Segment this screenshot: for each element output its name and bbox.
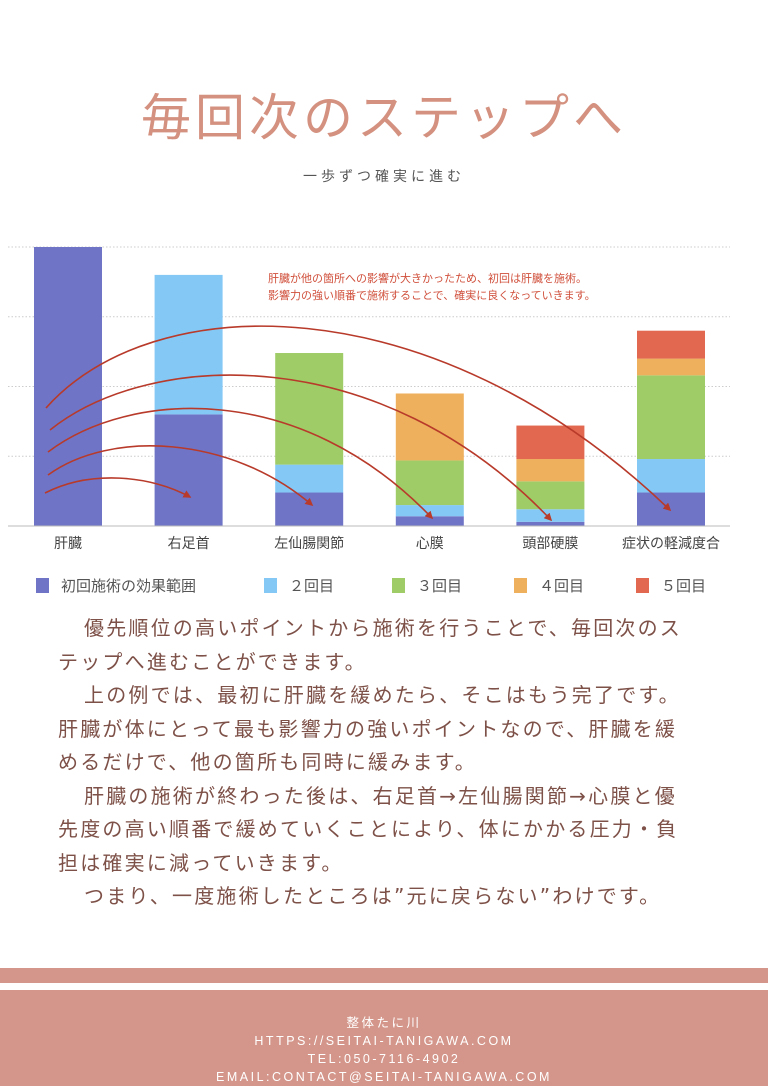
bar-segment-4 — [516, 459, 585, 482]
legend-swatch — [392, 578, 405, 593]
x-tick-label: 心膜 — [416, 535, 444, 551]
x-tick-label: 症状の軽減度合 — [622, 535, 720, 551]
bar-segment-1 — [154, 414, 223, 526]
text-line: 先度の高い順番で緩めていくことにより、体にかかる圧力・負 — [58, 817, 679, 841]
legend-label: ４回目 — [539, 578, 585, 595]
legend-label: 初回施術の効果範囲 — [61, 578, 197, 595]
bar-segment-1 — [516, 521, 585, 526]
bar-segment-3 — [516, 481, 585, 510]
arrow-to-pericardium — [47, 407, 434, 520]
explanation-text: 優先順位の高いポイントから施術を行うことで、毎回次のス テップへ進むことができま… — [58, 612, 718, 914]
arrow-to-dura — [49, 374, 553, 522]
clinic-name: 整体たに川 — [346, 1016, 422, 1030]
website-link[interactable]: HTTPS://SEITAI-TANIGAWA.COM — [254, 1034, 514, 1048]
text-line: 優先順位の高いポイントから施術を行うことで、毎回次のス — [84, 616, 682, 640]
legend-item-2nd: ２回目 — [264, 575, 334, 596]
legend-item-4th: ４回目 — [514, 575, 584, 596]
stacked-bar-chart: 肝臓 右足首 左仙腸関節 心膜 頭部硬膜 症状の軽減度合 肝臓が他の箇所への影響が大きかっ… — [8, 246, 730, 551]
bar-segment-1 — [637, 492, 705, 526]
footer-stripe — [0, 968, 768, 983]
bar-segment-2 — [154, 274, 223, 415]
email-link[interactable]: EMAIL:CONTACT@SEITAI-TANIGAWA.COM — [216, 1070, 552, 1084]
bar-segment-2 — [637, 459, 705, 493]
bar-segment-1 — [275, 492, 344, 526]
annotation-line-2: 影響力の強い順番で施術することで、確実に良くなっていきます。 — [268, 288, 596, 302]
x-tick-label: 左仙腸関節 — [274, 535, 344, 551]
footer: 整体たに川 HTTPS://SEITAI-TANIGAWA.COM TEL:05… — [0, 990, 768, 1086]
arrow-to-left-si-joint — [47, 445, 314, 507]
arrow-to-symptom-relief — [45, 325, 672, 512]
bar-segment-2 — [275, 464, 344, 493]
bar-segment-1 — [395, 516, 464, 526]
x-tick-label: 頭部硬膜 — [522, 535, 578, 551]
phone-number[interactable]: TEL:050-7116-4902 — [307, 1052, 461, 1066]
legend-item-3rd: ３回目 — [392, 575, 462, 596]
bar-segment-2 — [395, 505, 464, 517]
x-tick-label: 肝臓 — [54, 535, 82, 551]
page-title: 毎回次のステップへ — [141, 89, 627, 147]
legend-item-5th: ５回目 — [636, 575, 706, 596]
legend-swatch — [636, 578, 649, 593]
text-line: 肝臓が体にとって最も影響力の強いポイントなので、肝臓を緩 — [58, 716, 678, 741]
legend-label: ２回目 — [289, 578, 335, 595]
arrow-to-right-ankle — [44, 477, 192, 498]
legend-swatch — [36, 578, 49, 593]
legend-item-initial: 初回施術の効果範囲 — [36, 575, 196, 596]
legend-swatch — [264, 578, 277, 593]
chart-legend: 初回施術の効果範囲 ２回目 ３回目 ４回目 ５回目 — [36, 575, 736, 595]
page-subtitle: 一歩ずつ確実に進む — [303, 169, 465, 185]
annotation-line-1: 肝臓が他の箇所への影響が大きかったため、初回は肝臓を施術。 — [268, 271, 587, 285]
text-line: 担は確実に減っていきます。 — [58, 850, 344, 875]
text-line: めるだけで、他の箇所も同時に緩みます。 — [58, 750, 477, 774]
text-line: テップへ進むことができます。 — [58, 649, 367, 674]
legend-swatch — [514, 578, 527, 593]
bar-segment-3 — [395, 460, 464, 506]
bar-segment-5 — [637, 330, 705, 359]
text-line: 肝臓の施術が終わった後は、右足首→左仙腸関節→心膜と優 — [84, 783, 677, 808]
x-tick-label: 右足首 — [168, 535, 210, 551]
text-line: つまり、一度施術したところは”元に戻らない”わけです。 — [84, 884, 662, 908]
bar-segment-3 — [275, 353, 344, 465]
legend-label: ３回目 — [417, 578, 463, 595]
text-line: 上の例では、最初に肝臓を緩めたら、そこはもう完了です。 — [84, 683, 681, 707]
bar-segment-5 — [516, 425, 585, 460]
bar-segment-4 — [637, 358, 705, 376]
bar-segment-3 — [637, 375, 705, 460]
legend-label: ５回目 — [661, 578, 707, 595]
